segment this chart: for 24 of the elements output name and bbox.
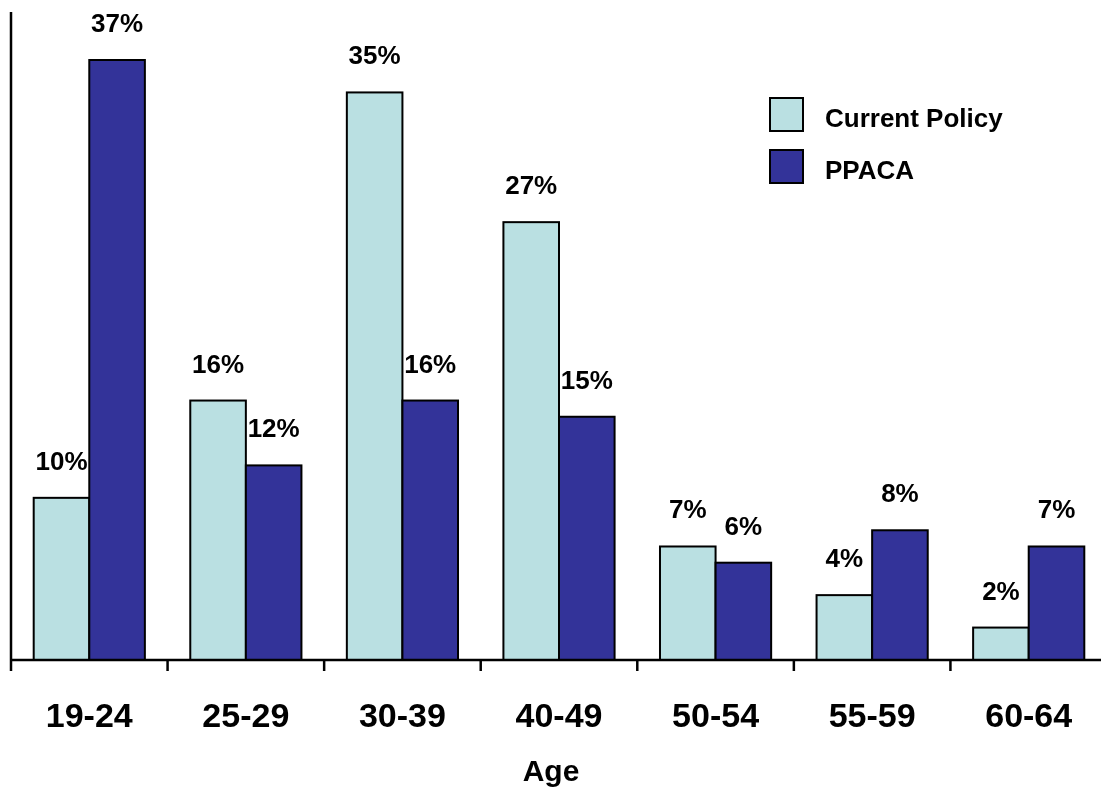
x-axis-title: Age [522,754,580,787]
data-label: 7% [668,494,707,525]
data-label: 2% [982,575,1020,606]
x-tick-label: 60-64 [985,696,1073,734]
data-label: 37% [91,8,144,38]
data-label: 16% [192,348,245,379]
data-label: 8% [881,478,919,509]
x-tick-label: 50-54 [672,696,760,734]
x-tick-label: 55-59 [828,696,916,734]
data-label: 27% [505,170,558,201]
data-label: 16% [404,348,457,379]
x-tick-label: 25-29 [202,696,290,734]
data-label: 35% [348,40,401,71]
data-label: 10% [35,445,88,476]
data-label: 6% [724,510,763,541]
x-tick-label: 19-24 [45,696,133,734]
data-label: 15% [560,364,613,395]
legend-label: PPACA [825,155,915,185]
x-tick-label: 30-39 [358,696,446,734]
legend-label: Current Policy [825,103,1004,133]
data-label: 4% [825,543,864,574]
data-label: 7% [1037,494,1076,525]
x-tick-label: 40-49 [515,696,603,734]
data-label: 12% [247,413,300,444]
